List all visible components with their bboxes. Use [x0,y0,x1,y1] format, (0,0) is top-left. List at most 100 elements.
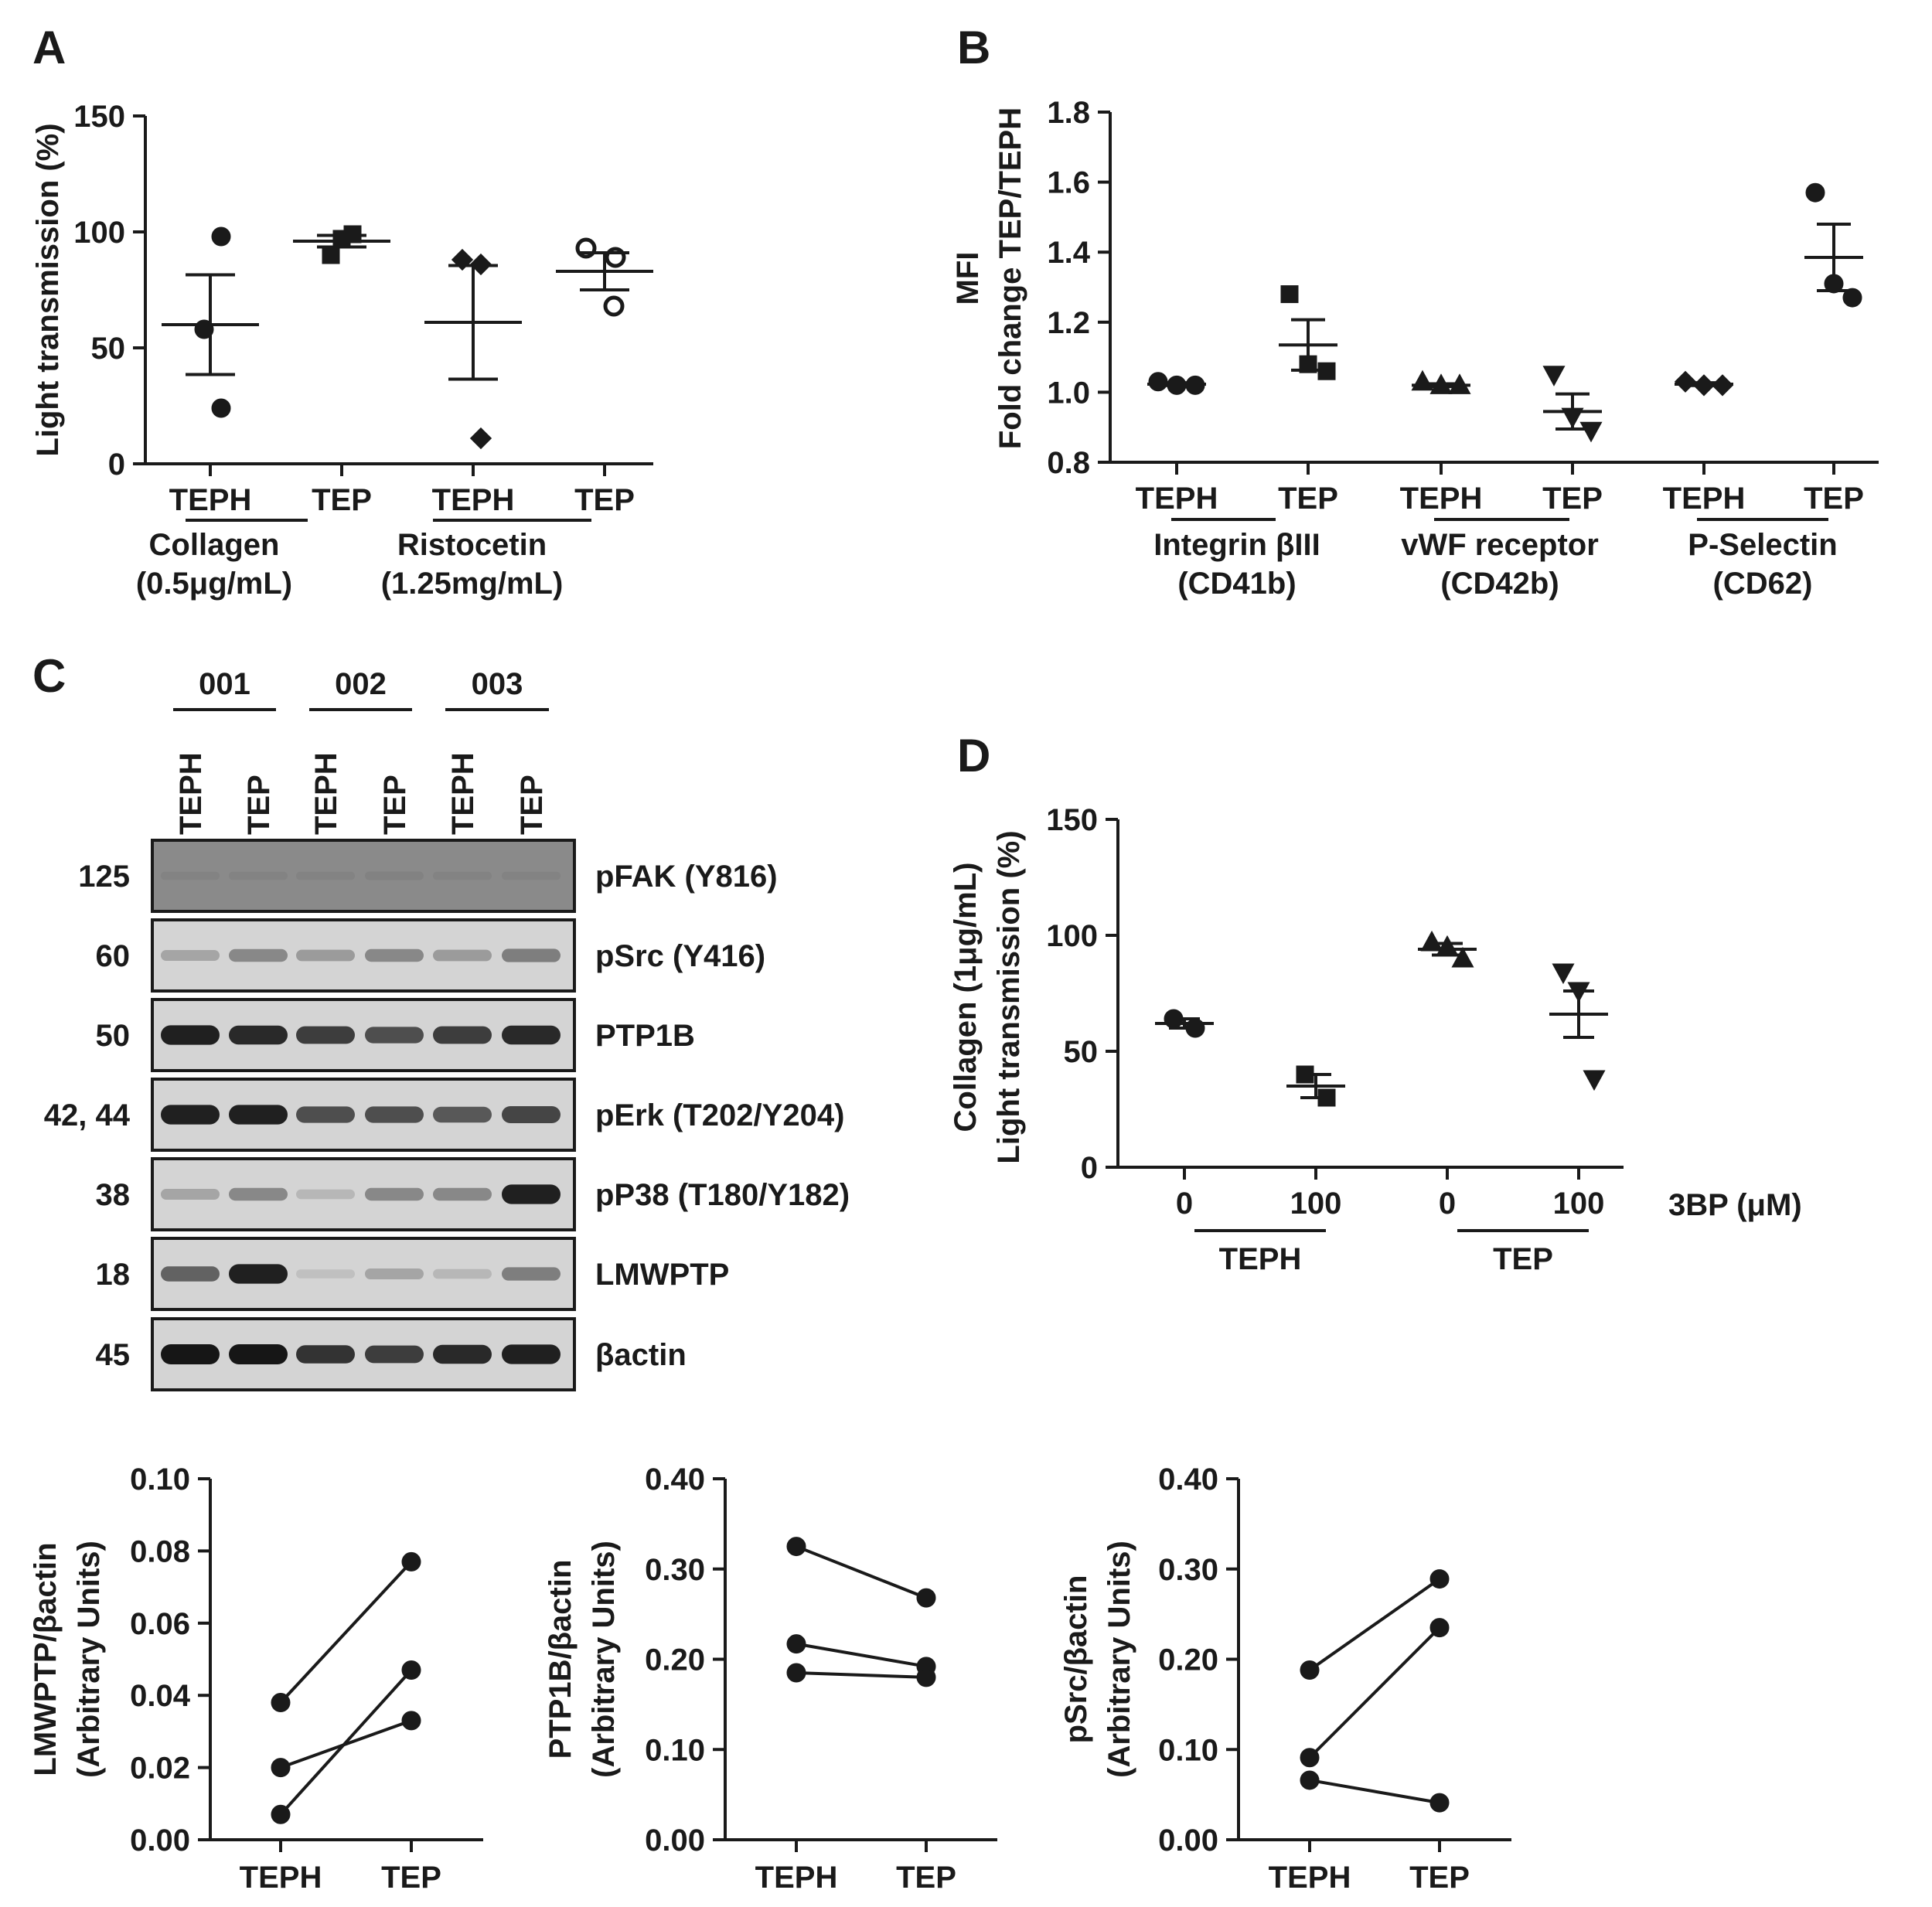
western-blot-panel: 001 002 003 TEPH TEP TEPH TEP TEPH TEP 125 pFAK (Y… [44,667,850,1391]
blot-band [433,1106,492,1123]
blot-band [433,1268,492,1279]
D-x-tick-label: 0 [1176,1187,1193,1221]
blot-band [433,871,492,880]
A-group-label: Ristocetin [397,528,547,562]
B-y-tick-label: 1.6 [1047,166,1090,200]
C1-data-point [401,1660,421,1681]
chart-c-psrc-ratio: 0.00 0.10 0.20 0.30 0.40 TEPH TEP pSrc/βactin (A… [1059,1463,1511,1895]
blot-band [296,1026,355,1044]
C3-y-axis-label: pSrc/βactin [1059,1575,1093,1744]
C2-y-tick-label: 0.20 [645,1643,705,1677]
B-x-tick-label: TEP [1278,482,1338,516]
blot-mw-label: 125 [78,860,130,894]
C1-x-tick-label: TEP [381,1861,441,1895]
C3-data-point [1300,1770,1320,1790]
blot-band [229,1344,288,1364]
C3-data-point [1429,1793,1450,1813]
blot-lane-label: TEPH [174,752,208,835]
C3-data-point [1429,1618,1450,1638]
D-y-axis-label: Collagen (1μg/mL) [949,863,983,1132]
blot-band [296,1345,355,1364]
C3-data-point [1300,1748,1320,1768]
blot-band [161,1189,220,1200]
blot-band [365,871,424,880]
C2-y-tick-label: 0.40 [645,1463,705,1497]
chart-c-ptp1b-ratio: 0.00 0.10 0.20 0.30 0.40 TEPH TEP PTP1B/βactin (… [543,1463,997,1895]
C3-series-line [1308,1577,1441,1672]
chart-a-light-transmission: 0 50 100 150 TEPH TEP TEPH TEP Light transmissio… [31,100,653,601]
D-y-axis-label: Light transmission (%) [992,830,1026,1163]
B-data-point [1280,285,1299,304]
B-x-tick-label: TEP [1542,482,1603,516]
A-x-tick-label: TEP [574,483,635,517]
blot-row-membrane [151,839,576,913]
blot-subject-label: 001 [199,667,250,701]
blot-band [229,1187,288,1201]
C3-x-tick-label: TEP [1409,1861,1470,1895]
C1-y-tick-label: 0.08 [130,1534,190,1568]
B-data-point [1579,421,1603,443]
blot-mw-label: 45 [96,1338,131,1372]
C3-y-tick-label: 0.30 [1158,1553,1218,1587]
B-x-tick-label: TEPH [1400,482,1483,516]
B-data-point [1542,366,1566,387]
blot-lane-label: TEP [378,775,412,835]
C2-data-point [916,1667,936,1687]
blot-band [296,1269,355,1279]
blot-subject-label: 003 [472,667,523,701]
A-group-sublabel: (1.25mg/mL) [381,567,564,601]
D-data-point [1420,930,1443,952]
C1-y-tick-label: 0.02 [130,1752,190,1786]
blot-mw-label: 50 [96,1019,131,1053]
C2-data-point [786,1663,806,1683]
blot-protein-label: pFAK (Y816) [595,860,778,894]
blot-band [365,1345,424,1364]
B-group-label: P-Selectin [1688,528,1837,562]
blot-band [433,949,492,962]
C1-data-point [271,1758,291,1778]
B-y-tick-label: 1.4 [1047,236,1090,270]
C2-y-tick-label: 0.00 [645,1824,705,1858]
A-data-point [469,427,492,450]
D-y-tick-label: 150 [1046,803,1098,837]
blot-band [365,1027,424,1044]
D-y-tick-label: 100 [1046,919,1098,953]
C1-y-tick-label: 0.10 [130,1463,190,1497]
C2-data-point [786,1634,806,1654]
blot-band [296,1189,355,1200]
blot-band [365,1106,424,1123]
blot-lane-label: TEP [515,775,549,835]
blot-mw-label: 38 [96,1178,131,1212]
B-y-tick-label: 1.2 [1047,306,1090,340]
panel-letter-b: B [957,22,990,73]
blot-row-membrane [151,918,576,993]
C3-data-point [1429,1569,1450,1589]
A-data-point [211,226,231,247]
D-data-point [1583,1070,1606,1091]
blot-protein-label: PTP1B [595,1019,695,1053]
B-data-point [1805,182,1825,203]
blot-band [502,1025,561,1045]
A-y-axis-label: Light transmission (%) [31,123,65,456]
B-x-tick-label: TEPH [1136,482,1218,516]
A-x-tick-label: TEPH [432,483,515,517]
blot-band [229,1105,288,1125]
blot-band [161,1025,220,1045]
blot-band [161,1266,220,1282]
C1-x-tick-label: TEPH [240,1861,322,1895]
blot-band [296,949,355,962]
C1-data-point [271,1804,291,1824]
panel-letter-a: A [32,22,66,73]
blot-protein-label: LMWPTP [595,1258,729,1292]
D-x-tick-label: 100 [1290,1187,1342,1221]
A-group-label: Collagen [149,528,280,562]
C2-x-tick-label: TEP [896,1861,956,1895]
blot-band [365,1268,424,1279]
blot-lane-label: TEPH [309,752,343,835]
blot-band [502,1344,561,1364]
C3-y-tick-label: 0.20 [1158,1643,1218,1677]
blot-lane-label: TEP [242,775,276,835]
blot-lane-label: TEPH [446,752,480,835]
blot-protein-label: βactin [595,1338,687,1372]
